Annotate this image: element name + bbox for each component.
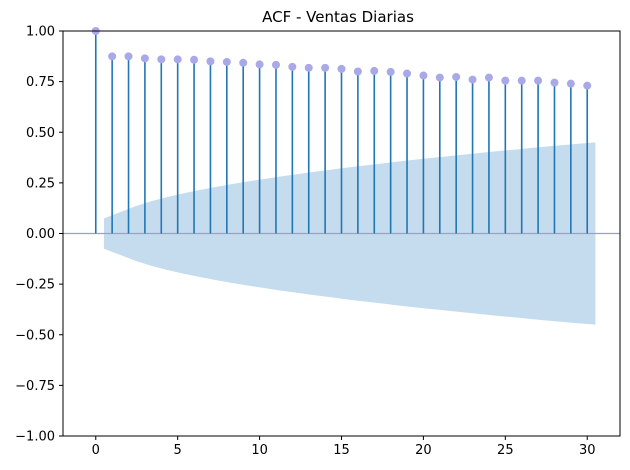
acf-marker-lag-18 — [386, 67, 395, 76]
acf-marker-lag-30 — [583, 81, 592, 90]
acf-marker-lag-2 — [124, 52, 133, 61]
acf-marker-lag-26 — [517, 76, 526, 85]
acf-marker-lag-6 — [190, 55, 199, 64]
acf-marker-lag-9 — [239, 58, 248, 67]
chart-title: ACF - Ventas Diarias — [262, 8, 414, 26]
acf-marker-lag-13 — [304, 63, 313, 72]
acf-marker-lag-4 — [157, 55, 166, 64]
acf-marker-lag-1 — [108, 52, 117, 61]
y-axis-ticks: −1.00 −0.75 −0.50 −0.25 0.00 0.25 0.50 0.75 1.00 — [15, 25, 63, 445]
y-tick-label-6: 0.50 — [26, 126, 55, 141]
acf-marker-lag-24 — [484, 73, 493, 82]
x-tick-label-25: 25 — [497, 443, 514, 458]
acf-marker-lag-19 — [403, 69, 412, 78]
acf-marker-lag-16 — [353, 67, 362, 76]
marker-layer — [91, 27, 592, 90]
acf-marker-lag-28 — [550, 78, 559, 87]
y-tick-label-4: 0.00 — [26, 227, 55, 242]
y-tick-label-2: −0.50 — [15, 328, 55, 343]
x-tick-label-0: 0 — [92, 443, 100, 458]
acf-marker-lag-22 — [452, 72, 461, 81]
x-tick-label-30: 30 — [579, 443, 596, 458]
acf-marker-lag-11 — [271, 60, 280, 69]
x-tick-label-5: 5 — [174, 443, 182, 458]
acf-marker-lag-12 — [288, 62, 297, 71]
acf-marker-lag-25 — [501, 76, 510, 85]
x-tick-label-20: 20 — [415, 443, 432, 458]
acf-marker-lag-15 — [337, 64, 346, 73]
acf-marker-lag-7 — [206, 57, 215, 66]
acf-marker-lag-21 — [435, 73, 444, 82]
acf-marker-lag-10 — [255, 60, 264, 69]
y-tick-label-3: −0.25 — [15, 278, 55, 293]
x-axis-ticks: 0 5 10 15 20 25 30 — [92, 436, 596, 458]
acf-marker-lag-5 — [173, 55, 182, 64]
acf-marker-lag-20 — [419, 71, 428, 80]
y-tick-label-5: 0.25 — [26, 176, 55, 191]
y-tick-label-0: −1.00 — [15, 430, 55, 445]
acf-marker-lag-17 — [370, 66, 379, 75]
x-tick-label-10: 10 — [251, 443, 268, 458]
acf-marker-lag-27 — [534, 76, 543, 85]
acf-marker-lag-8 — [222, 57, 231, 66]
acf-marker-lag-23 — [468, 75, 477, 84]
y-tick-label-8: 1.00 — [26, 25, 55, 40]
y-tick-label-7: 0.75 — [26, 75, 55, 90]
stem-layer — [94, 31, 589, 234]
y-tick-label-1: −0.75 — [15, 379, 55, 394]
acf-marker-lag-3 — [140, 54, 149, 63]
x-tick-label-15: 15 — [333, 443, 350, 458]
acf-marker-lag-14 — [321, 63, 330, 72]
acf-marker-lag-29 — [566, 79, 575, 88]
